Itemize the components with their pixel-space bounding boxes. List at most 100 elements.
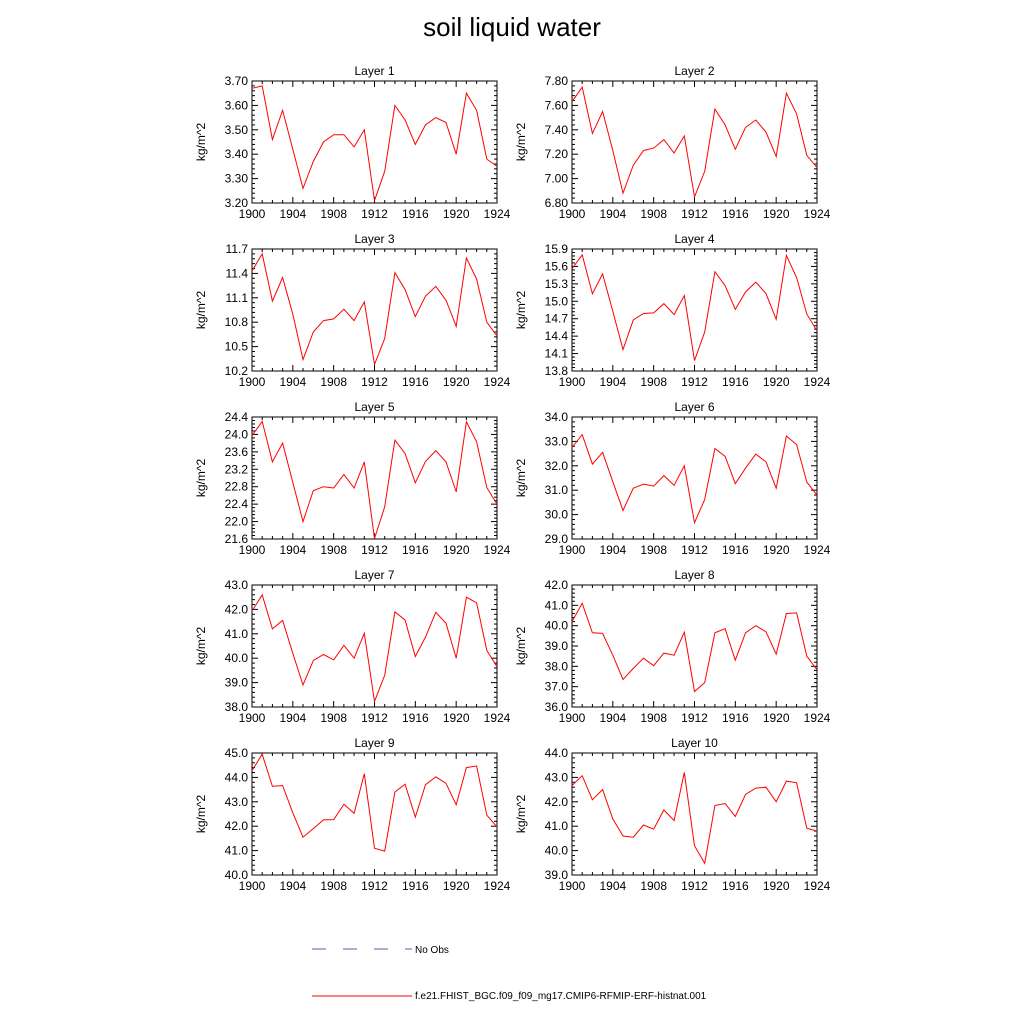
y-tick-label: 43.0 bbox=[225, 795, 249, 809]
y-tick-label: 13.8 bbox=[545, 364, 569, 378]
series-line bbox=[571, 253, 818, 361]
x-tick-label: 1924 bbox=[804, 375, 831, 389]
y-tick-label: 3.30 bbox=[225, 172, 249, 186]
x-tick-label: 1908 bbox=[640, 879, 667, 893]
y-tick-label: 21.6 bbox=[225, 532, 249, 546]
x-tick-label: 1908 bbox=[320, 543, 347, 557]
y-tick-label: 7.00 bbox=[545, 172, 569, 186]
y-axis-label: kg/m^2 bbox=[514, 123, 528, 162]
plot-frame bbox=[251, 584, 498, 708]
series-line bbox=[251, 252, 498, 367]
x-tick-label: 1912 bbox=[681, 879, 708, 893]
y-tick-label: 15.9 bbox=[545, 242, 569, 256]
x-tick-label: 1904 bbox=[599, 711, 626, 725]
chart-panel-10: Layer 10 kg/m^2 39.0 40.0 41.0 42.0 43.0 44.0 19… bbox=[514, 736, 831, 893]
x-tick-label: 1900 bbox=[239, 375, 266, 389]
x-tick-label: 1900 bbox=[559, 543, 586, 557]
y-tick-label: 14.4 bbox=[545, 329, 569, 343]
x-tick-label: 1920 bbox=[763, 207, 790, 221]
y-tick-label: 39.0 bbox=[545, 639, 569, 653]
panel-title: Layer 10 bbox=[671, 736, 718, 750]
y-tick-label: 11.1 bbox=[226, 291, 249, 305]
chart-panel-9: Layer 9 kg/m^2 40.0 41.0 42.0 43.0 44.0 45.0 190… bbox=[194, 736, 511, 893]
y-tick-label: 3.20 bbox=[225, 196, 249, 210]
series-line bbox=[571, 433, 818, 525]
x-tick-label: 1900 bbox=[239, 543, 266, 557]
x-tick-label: 1904 bbox=[599, 543, 626, 557]
y-tick-label: 10.5 bbox=[225, 340, 249, 354]
plot-frame bbox=[571, 248, 818, 372]
y-tick-label: 24.0 bbox=[225, 427, 249, 441]
series-line bbox=[571, 772, 818, 865]
plot-frame bbox=[251, 248, 498, 372]
y-tick-label: 3.40 bbox=[225, 147, 249, 161]
x-tick-label: 1924 bbox=[804, 543, 831, 557]
y-axis-label: kg/m^2 bbox=[514, 291, 528, 330]
x-tick-label: 1908 bbox=[320, 711, 347, 725]
y-tick-label: 32.0 bbox=[545, 459, 569, 473]
y-tick-label: 3.70 bbox=[225, 74, 249, 88]
y-axis-label: kg/m^2 bbox=[194, 627, 208, 666]
x-tick-label: 1916 bbox=[722, 375, 749, 389]
y-tick-label: 3.60 bbox=[225, 98, 249, 112]
y-tick-label: 11.7 bbox=[226, 242, 249, 256]
y-tick-label: 7.20 bbox=[545, 147, 569, 161]
x-tick-label: 1916 bbox=[402, 543, 429, 557]
y-tick-label: 23.6 bbox=[225, 445, 249, 459]
y-tick-label: 22.8 bbox=[225, 480, 249, 494]
x-tick-label: 1904 bbox=[599, 207, 626, 221]
y-tick-label: 39.0 bbox=[545, 868, 569, 882]
y-tick-label: 43.0 bbox=[225, 578, 249, 592]
x-tick-label: 1920 bbox=[443, 207, 470, 221]
x-tick-label: 1920 bbox=[443, 543, 470, 557]
y-axis-label: kg/m^2 bbox=[514, 459, 528, 498]
legend-model-label: f.e21.FHIST_BGC.f09_f09_mg17.CMIP6-RFMIP… bbox=[415, 991, 707, 1002]
plot-frame bbox=[571, 80, 818, 204]
x-tick-label: 1912 bbox=[361, 879, 388, 893]
y-tick-label: 37.0 bbox=[545, 680, 569, 694]
y-tick-label: 40.0 bbox=[225, 651, 249, 665]
x-tick-label: 1908 bbox=[320, 375, 347, 389]
x-tick-label: 1924 bbox=[804, 879, 831, 893]
x-tick-label: 1912 bbox=[681, 543, 708, 557]
page-title: soil liquid water bbox=[423, 12, 601, 42]
series-line bbox=[251, 593, 498, 704]
x-tick-label: 1924 bbox=[484, 879, 511, 893]
x-tick-label: 1912 bbox=[361, 375, 388, 389]
x-tick-label: 1908 bbox=[320, 207, 347, 221]
x-tick-label: 1908 bbox=[640, 207, 667, 221]
y-tick-label: 41.0 bbox=[225, 627, 249, 641]
x-tick-label: 1900 bbox=[239, 711, 266, 725]
x-tick-label: 1900 bbox=[239, 879, 266, 893]
y-tick-label: 11.4 bbox=[226, 266, 249, 280]
x-tick-label: 1916 bbox=[722, 207, 749, 221]
y-tick-label: 42.0 bbox=[545, 578, 569, 592]
y-tick-label: 23.2 bbox=[225, 462, 249, 476]
x-tick-label: 1904 bbox=[279, 711, 306, 725]
y-tick-label: 14.1 bbox=[545, 347, 569, 361]
x-tick-label: 1916 bbox=[402, 711, 429, 725]
x-tick-label: 1912 bbox=[681, 375, 708, 389]
x-tick-label: 1920 bbox=[443, 711, 470, 725]
y-tick-label: 41.0 bbox=[225, 844, 249, 858]
panel-title: Layer 8 bbox=[674, 568, 714, 582]
x-tick-label: 1916 bbox=[722, 879, 749, 893]
y-tick-label: 22.4 bbox=[225, 497, 249, 511]
x-tick-label: 1904 bbox=[279, 207, 306, 221]
y-tick-label: 15.0 bbox=[545, 294, 569, 308]
x-tick-label: 1920 bbox=[763, 711, 790, 725]
x-tick-label: 1920 bbox=[763, 375, 790, 389]
x-tick-label: 1920 bbox=[763, 879, 790, 893]
y-tick-label: 24.4 bbox=[225, 410, 249, 424]
y-tick-label: 42.0 bbox=[225, 819, 249, 833]
y-tick-label: 39.0 bbox=[225, 676, 249, 690]
legend-obs-label: No Obs bbox=[415, 945, 449, 956]
x-tick-label: 1904 bbox=[279, 879, 306, 893]
x-tick-label: 1912 bbox=[361, 543, 388, 557]
y-axis-label: kg/m^2 bbox=[194, 123, 208, 162]
x-tick-label: 1916 bbox=[402, 207, 429, 221]
y-tick-label: 40.0 bbox=[545, 619, 569, 633]
chart-panel-1: Layer 1 kg/m^2 3.20 3.30 3.40 3.50 3.60 3.70 190… bbox=[194, 64, 511, 221]
x-tick-label: 1924 bbox=[484, 375, 511, 389]
y-tick-label: 31.0 bbox=[545, 483, 569, 497]
